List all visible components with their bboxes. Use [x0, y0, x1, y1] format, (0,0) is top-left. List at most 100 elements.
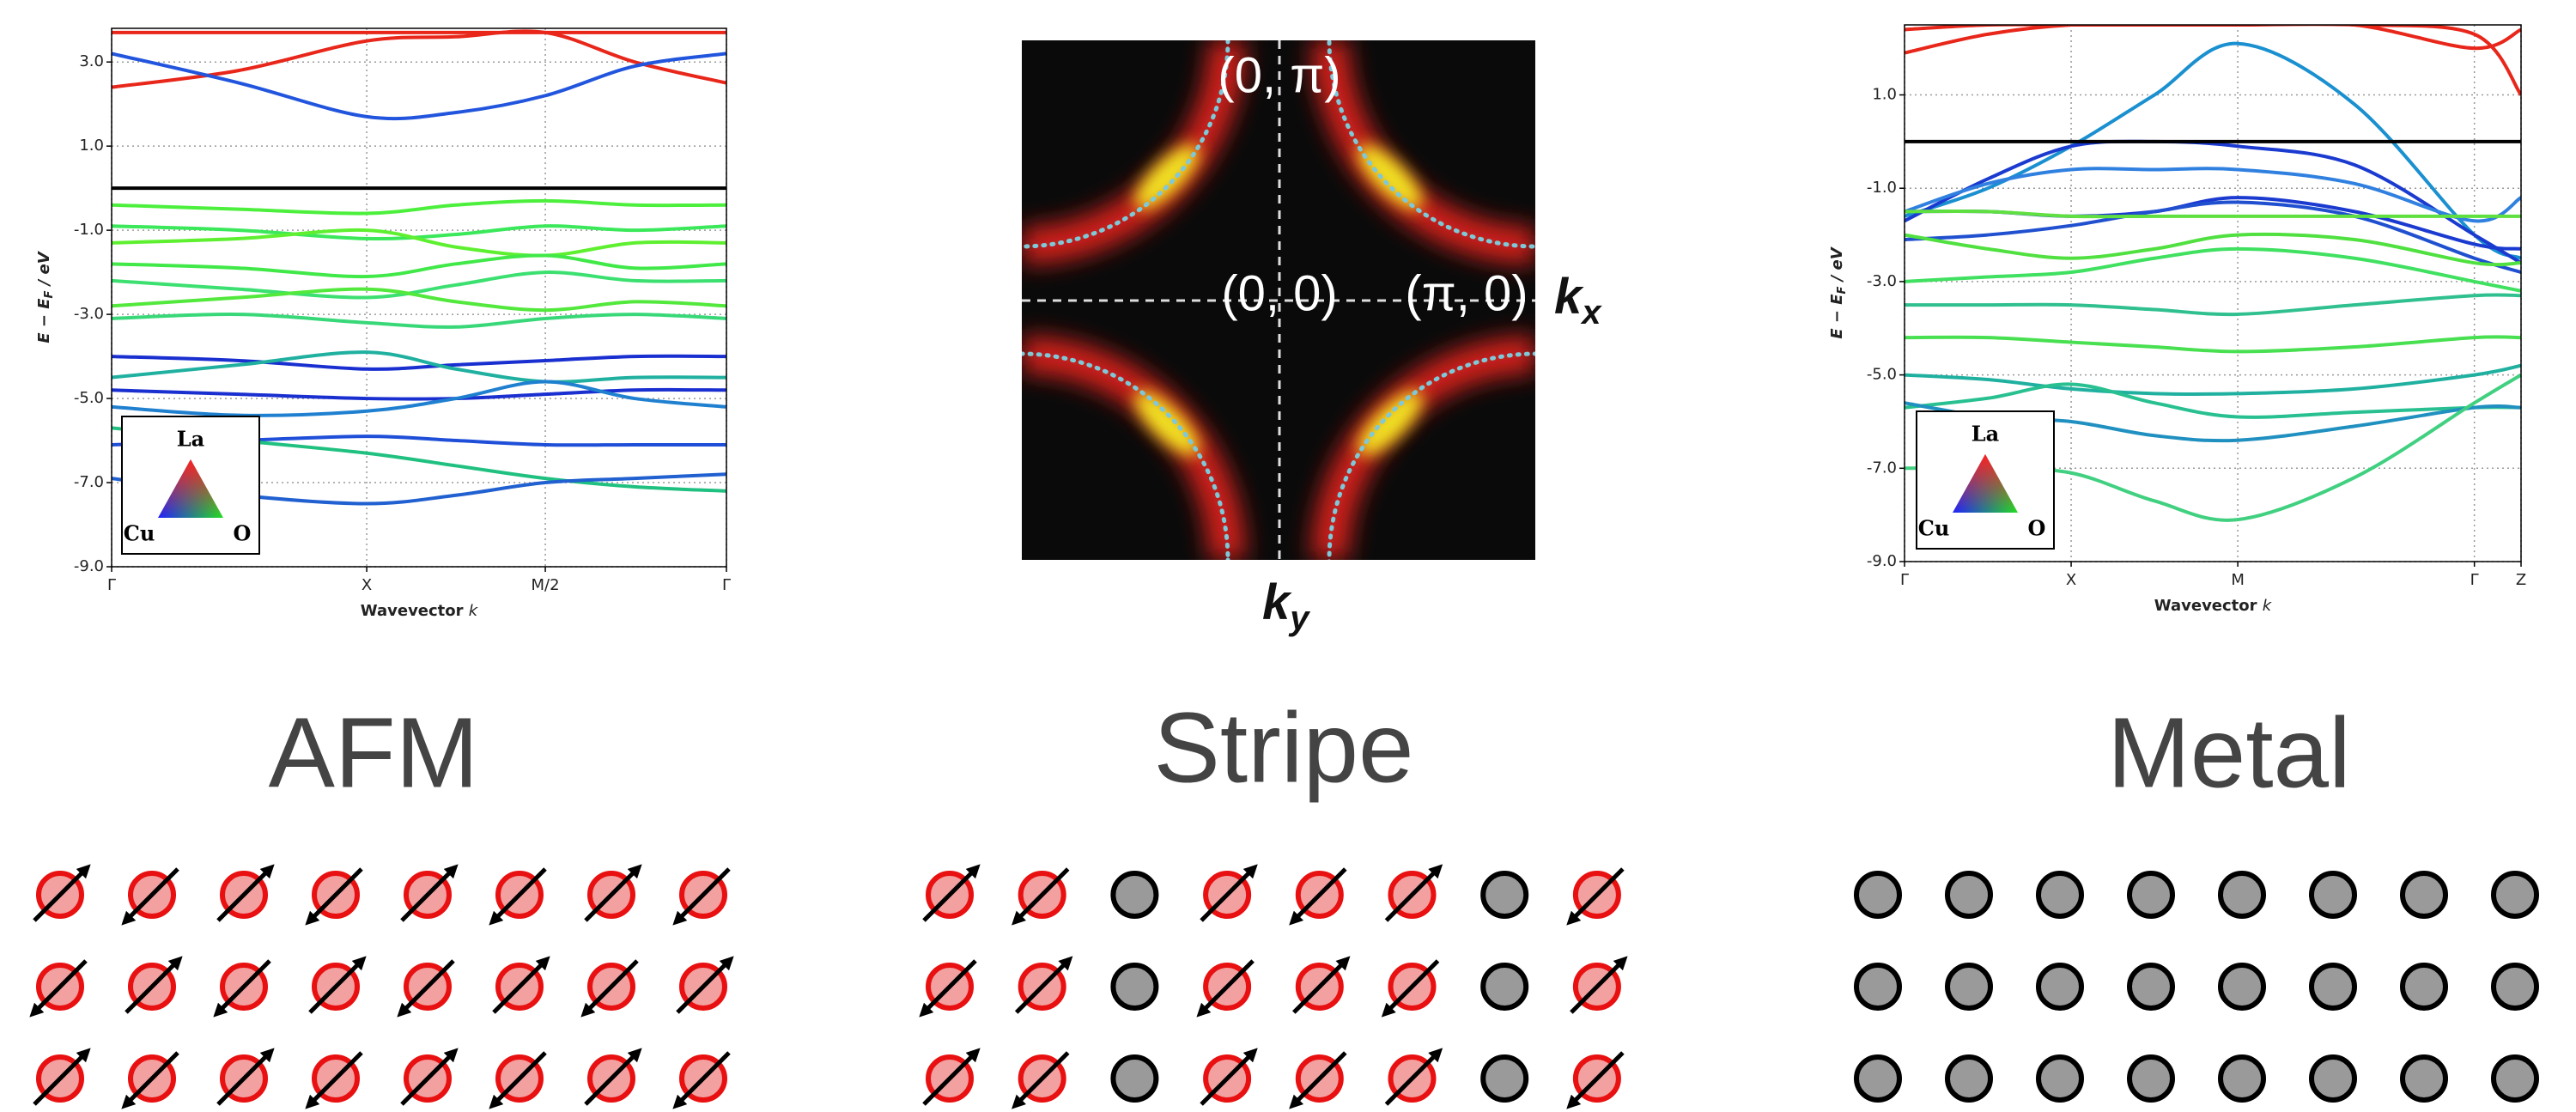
y-tick-label: 3.0	[79, 52, 104, 70]
spin-lattice	[29, 864, 734, 1109]
site	[1945, 1054, 1993, 1103]
band-chart: 3.01.0-1.0-3.0-5.0-7.0-9.0Γ X M/2 ΓE − EF /…	[35, 27, 731, 620]
spin-arrow	[1384, 1048, 1443, 1106]
y-label-sub: F	[43, 290, 56, 298]
site	[2036, 871, 2084, 919]
band-line	[112, 198, 726, 216]
spin-arrow	[305, 1051, 363, 1109]
site	[1854, 871, 1902, 919]
x-tick-label: X	[2066, 571, 2076, 589]
x-label-part: Wavevector	[2154, 597, 2263, 615]
band-line	[1905, 200, 2521, 274]
spin-arrow	[489, 867, 547, 926]
band-line	[112, 253, 726, 279]
spin-lattice	[1854, 871, 2539, 1103]
y-tick-label: -1.0	[74, 221, 104, 239]
site	[2036, 963, 2084, 1011]
band-line	[112, 224, 726, 241]
spin-arrow	[121, 867, 179, 926]
band-line	[1905, 382, 2521, 419]
y-tick-label: 1.0	[79, 137, 104, 155]
spin-arrow	[584, 864, 642, 922]
site	[2309, 871, 2357, 919]
y-tick-label: -7.0	[74, 473, 104, 491]
site	[2400, 1054, 2448, 1103]
site	[2127, 963, 2175, 1011]
site	[1110, 871, 1159, 919]
spin-arrow	[1384, 864, 1443, 922]
legend-label: La	[1971, 422, 1999, 447]
fs-label: (0, π)	[1218, 47, 1340, 103]
spin-arrow	[1012, 1051, 1070, 1109]
site	[2309, 1054, 2357, 1103]
site	[1480, 1054, 1529, 1103]
spin-arrow	[1381, 959, 1440, 1018]
site	[2127, 871, 2175, 919]
phase-title: Metal	[2107, 697, 2351, 809]
y-tick-label: -3.0	[1867, 272, 1897, 290]
band-line	[1905, 335, 2521, 354]
spin-arrow	[33, 864, 91, 922]
legend: La Cu O	[121, 416, 260, 555]
spin-arrow	[922, 1048, 981, 1106]
band-line	[1905, 25, 2521, 96]
ky-sub: y	[1288, 599, 1310, 637]
spin-arrow	[489, 1051, 547, 1109]
legend: La Cu O	[1916, 410, 2055, 550]
spin-arrow	[397, 959, 455, 1018]
band-line	[112, 350, 726, 384]
site	[2491, 963, 2539, 1011]
spin-arrow	[125, 956, 183, 1014]
spin-arrow	[1566, 1051, 1625, 1109]
band-line	[112, 313, 726, 329]
y-tick-label: -3.0	[74, 305, 104, 323]
site	[2400, 871, 2448, 919]
band-line	[1905, 246, 2521, 293]
fs-label: (0, 0)	[1221, 265, 1337, 321]
x-axis-label: Wavevector k	[2154, 597, 2273, 615]
x-tick-label: Z	[2516, 571, 2526, 589]
spin-arrow	[1196, 959, 1255, 1018]
band-line	[1905, 293, 2521, 317]
phase-title: Stripe	[1153, 692, 1413, 804]
band-line	[112, 228, 726, 258]
band-chart: 1.0-1.0-3.0-5.0-7.0-9.0Γ X M Γ ZE − EF / eVW…	[1828, 24, 2526, 615]
spin-arrow	[922, 864, 981, 922]
spin-arrow	[1570, 956, 1628, 1014]
x-tick-label: Γ	[1900, 571, 1909, 589]
site	[2400, 963, 2448, 1011]
kx-label: kx	[1554, 269, 1602, 331]
y-axis-label: E − EF / eV	[35, 250, 56, 343]
spin-arrow	[305, 867, 363, 926]
x-tick-label: Γ	[107, 576, 116, 594]
plot-area	[112, 29, 726, 506]
spin-arrow	[1289, 867, 1347, 926]
site	[2218, 871, 2266, 919]
x-tick-label: Γ	[722, 576, 731, 594]
kx-sub: x	[1580, 294, 1602, 331]
band-line	[112, 380, 726, 417]
y-label-part: / eV	[35, 250, 53, 290]
band-line	[1905, 363, 2521, 397]
legend-label: Cu	[124, 521, 155, 546]
x-label-k: k	[469, 602, 479, 620]
y-tick-label: -9.0	[1867, 552, 1897, 570]
fs-peak	[1134, 144, 1423, 456]
site	[1480, 963, 1529, 1011]
y-label-part: E − E	[1828, 294, 1846, 339]
spin-arrow	[1292, 956, 1351, 1014]
fs-label: (π, 0)	[1405, 265, 1528, 321]
spin-arrow	[1200, 1048, 1258, 1106]
spin-arrow	[1566, 867, 1625, 926]
kx-main: k	[1554, 269, 1584, 325]
x-label-part: Wavevector	[361, 602, 469, 620]
spin-arrow	[400, 1048, 459, 1106]
site	[2036, 1054, 2084, 1103]
site	[2491, 1054, 2539, 1103]
y-tick-label: -7.0	[1867, 459, 1897, 477]
spin-arrow	[308, 956, 367, 1014]
ky-label: ky	[1262, 574, 1310, 636]
site	[2309, 963, 2357, 1011]
site	[2218, 1054, 2266, 1103]
site	[1854, 963, 1902, 1011]
